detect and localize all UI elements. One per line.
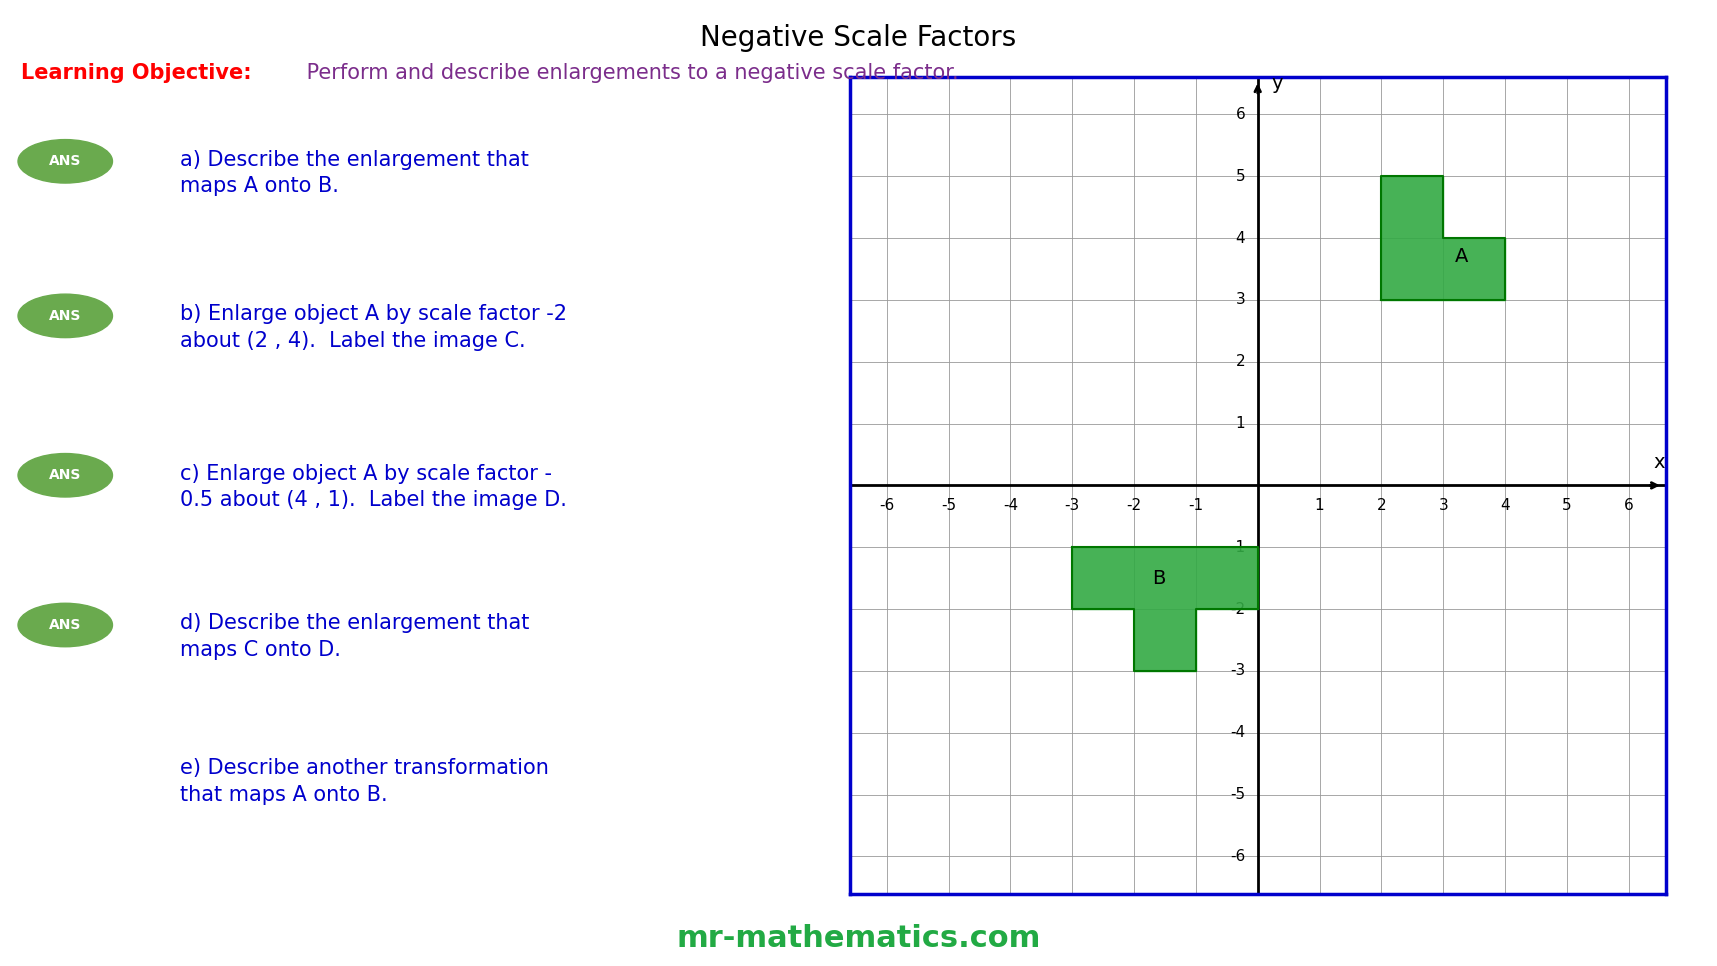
Text: x: x [1653,453,1665,471]
Text: A: A [1454,247,1468,266]
Text: y: y [1271,74,1283,93]
Text: 4: 4 [1236,231,1245,245]
Polygon shape [1071,548,1257,671]
Text: 2: 2 [1236,355,1245,369]
Text: ANS: ANS [50,155,81,168]
Text: -2: -2 [1126,497,1142,513]
Text: -1: -1 [1188,497,1204,513]
Text: 2: 2 [1377,497,1386,513]
Text: e) Describe another transformation
that maps A onto B.: e) Describe another transformation that … [180,758,549,805]
Text: -2: -2 [1229,602,1245,616]
Text: 6: 6 [1236,107,1245,122]
Text: d) Describe the enlargement that
maps C onto D.: d) Describe the enlargement that maps C … [180,613,529,660]
Text: b) Enlarge object A by scale factor -2
about (2 , 4).  Label the image C.: b) Enlarge object A by scale factor -2 a… [180,304,567,351]
Text: Negative Scale Factors: Negative Scale Factors [701,24,1016,52]
Text: -4: -4 [1003,497,1018,513]
Text: ANS: ANS [50,469,81,482]
Text: c) Enlarge object A by scale factor -
0.5 about (4 , 1).  Label the image D.: c) Enlarge object A by scale factor - 0.… [180,464,567,510]
Text: 3: 3 [1236,293,1245,307]
Text: a) Describe the enlargement that
maps A onto B.: a) Describe the enlargement that maps A … [180,150,529,196]
Text: -5: -5 [1229,787,1245,802]
Text: 6: 6 [1624,497,1633,513]
Text: Perform and describe enlargements to a negative scale factor.: Perform and describe enlargements to a n… [300,63,960,83]
Text: -5: -5 [941,497,956,513]
Text: -4: -4 [1229,725,1245,740]
Text: ANS: ANS [50,309,81,323]
Text: mr-mathematics.com: mr-mathematics.com [676,924,1041,953]
Text: 4: 4 [1501,497,1509,513]
Text: -3: -3 [1229,664,1245,678]
Text: ◄: ◄ [84,915,106,945]
Text: Learning Objective:: Learning Objective: [21,63,251,83]
Text: -6: -6 [1229,849,1245,864]
Text: ANS: ANS [50,618,81,632]
Text: -1: -1 [1229,540,1245,554]
Text: -6: -6 [879,497,895,513]
Polygon shape [1382,176,1506,299]
Text: 1: 1 [1236,416,1245,431]
Text: 5: 5 [1236,169,1245,184]
Text: 5: 5 [1562,497,1571,513]
Text: 1: 1 [1315,497,1324,513]
Text: B: B [1152,569,1166,587]
Text: -3: -3 [1065,497,1080,513]
Text: 3: 3 [1439,497,1447,513]
Text: ►: ► [1611,915,1633,945]
